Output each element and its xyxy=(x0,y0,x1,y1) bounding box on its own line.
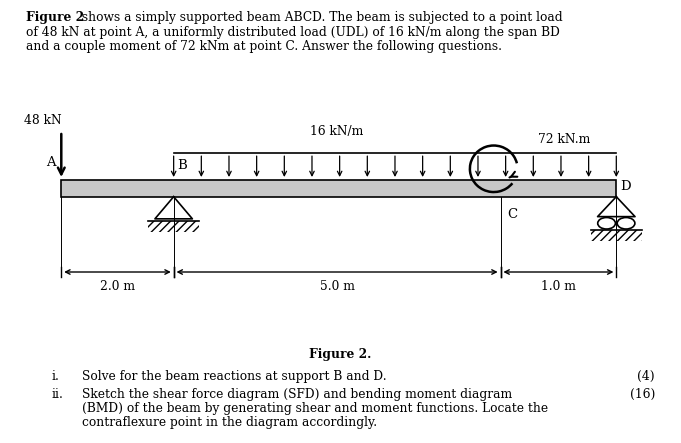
Text: C: C xyxy=(507,208,518,221)
Text: 5.0 m: 5.0 m xyxy=(319,280,355,293)
Text: Solve for the beam reactions at support B and D.: Solve for the beam reactions at support … xyxy=(82,370,386,383)
Text: ii.: ii. xyxy=(51,388,63,400)
Text: Figure 2: Figure 2 xyxy=(26,11,84,24)
Text: 72 kN.m: 72 kN.m xyxy=(538,133,590,147)
Text: (BMD) of the beam by generating shear and moment functions. Locate the: (BMD) of the beam by generating shear an… xyxy=(82,402,548,415)
Text: Figure 2.: Figure 2. xyxy=(309,348,372,361)
Bar xyxy=(148,221,199,232)
Text: 2.0 m: 2.0 m xyxy=(100,280,135,293)
Text: 48 kN: 48 kN xyxy=(24,114,61,127)
Text: A: A xyxy=(46,156,56,169)
Text: 16 kN/m: 16 kN/m xyxy=(311,125,364,138)
Text: (4): (4) xyxy=(637,370,655,383)
Text: contraflexure point in the diagram accordingly.: contraflexure point in the diagram accor… xyxy=(82,416,377,428)
Bar xyxy=(61,180,616,197)
Text: of 48 kN at point A, a uniformly distributed load (UDL) of 16 kN/m along the spa: of 48 kN at point A, a uniformly distrib… xyxy=(26,26,560,39)
Text: and a couple moment of 72 kNm at point C. Answer the following questions.: and a couple moment of 72 kNm at point C… xyxy=(26,40,502,53)
Text: shows a simply supported beam ABCD. The beam is subjected to a point load: shows a simply supported beam ABCD. The … xyxy=(78,11,563,24)
Text: Sketch the shear force diagram (SFD) and bending moment diagram: Sketch the shear force diagram (SFD) and… xyxy=(82,388,512,400)
Text: D: D xyxy=(620,179,631,193)
Text: B: B xyxy=(177,159,187,172)
Text: i.: i. xyxy=(51,370,59,383)
Text: 1.0 m: 1.0 m xyxy=(541,280,576,293)
Bar xyxy=(591,230,642,241)
Text: (16): (16) xyxy=(630,388,655,400)
